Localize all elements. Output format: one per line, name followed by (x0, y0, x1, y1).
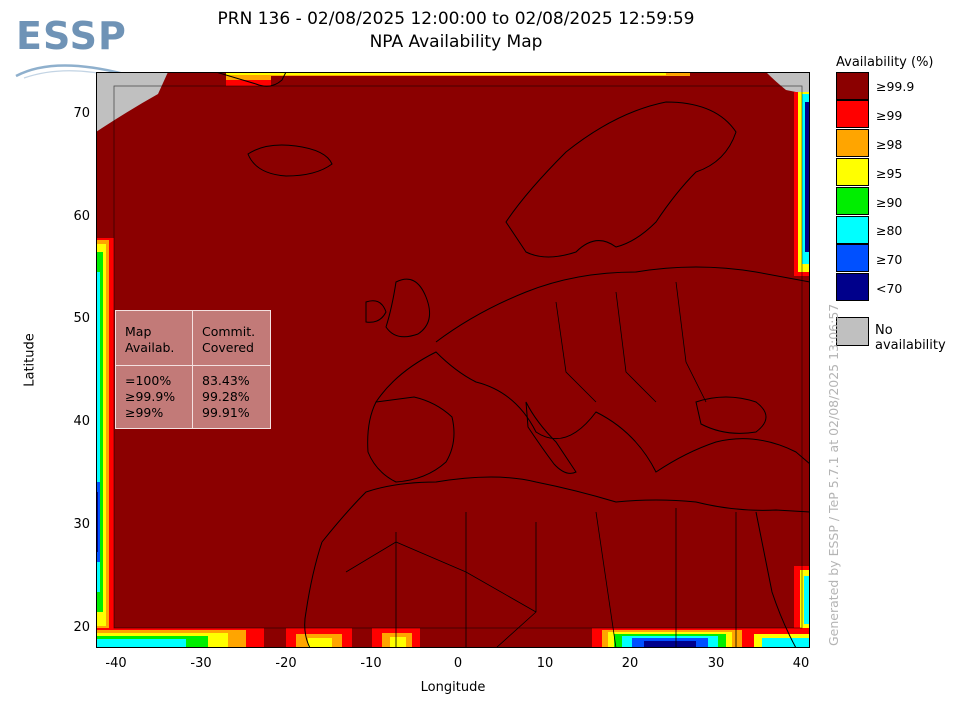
essp-logo: ESSP (14, 14, 134, 80)
patch-south-3g (644, 641, 696, 648)
band-sw-cyan (96, 639, 186, 648)
band-north-yellow (226, 72, 666, 75)
x-tick-minus-20: -20 (275, 656, 297, 671)
x-tick-minus-30: -30 (190, 656, 212, 671)
legend-label-99-9: ≥99.9 (876, 79, 915, 94)
availability-stats-table: Map Availab. Commit. Covered =100% ≥99.9… (115, 310, 271, 429)
map-title: PRN 136 - 02/08/2025 12:00:00 to 02/08/2… (217, 9, 695, 29)
band-east-bottom-cyan (804, 576, 810, 624)
essp-logo-text: ESSP (16, 14, 127, 58)
band-east-top-navy (805, 102, 810, 252)
x-axis-label: Longitude (420, 680, 486, 695)
commitment-area-outline (113, 85, 803, 629)
x-tick-minus-40: -40 (105, 656, 127, 671)
y-tick-60: 60 (73, 209, 90, 224)
legend-swatch-80 (836, 216, 869, 244)
stats-header-commit-covered: Commit. Covered (202, 324, 256, 355)
legend-label-98: ≥98 (876, 137, 903, 152)
legend-title: Availability (%) (836, 55, 934, 70)
legend-swatch-no-availability (836, 317, 869, 346)
legend-swatch-99-9 (836, 72, 869, 100)
plot-frame (96, 72, 810, 648)
legend-label-70: ≥70 (876, 252, 903, 267)
legend-label-99: ≥99 (876, 108, 903, 123)
y-tick-50: 50 (73, 311, 90, 326)
y-tick-20: 20 (73, 620, 90, 635)
band-west-cyan (96, 272, 100, 592)
x-tick-minus-10: -10 (360, 656, 382, 671)
legend-label-90: ≥90 (876, 195, 903, 210)
legend-label-below-70: <70 (876, 281, 903, 296)
y-axis-label: Latitude (22, 333, 38, 387)
band-north-dark (271, 76, 751, 90)
x-tick-40: 40 (792, 656, 810, 671)
generated-by-footer: Generated by ESSP / TeP 5.7.1 at 02/08/2… (826, 303, 841, 646)
no-availability-ne (766, 72, 810, 92)
patch-south-2c (390, 637, 406, 648)
y-tick-70: 70 (73, 106, 90, 121)
map-subtitle: NPA Availability Map (369, 32, 543, 52)
coastlines (215, 72, 810, 648)
legend-swatch-95 (836, 158, 869, 186)
legend-label-no-availability: No availability (875, 323, 946, 353)
x-tick-30: 30 (707, 656, 725, 671)
x-tick-10: 10 (536, 656, 554, 671)
y-tick-30: 30 (73, 517, 90, 532)
x-tick-20: 20 (621, 656, 639, 671)
legend-label-80: ≥80 (876, 223, 903, 238)
stats-header-map-availab: Map Availab. (125, 324, 175, 355)
legend-swatch-below-70 (836, 273, 869, 301)
legend-swatch-99 (836, 100, 869, 128)
y-tick-40: 40 (73, 414, 90, 429)
x-tick-0: 0 (453, 656, 463, 671)
stats-coverage-values: 83.43% 99.28% 99.91% (202, 373, 250, 420)
legend-swatch-70 (836, 244, 869, 272)
legend-label-95: ≥95 (876, 166, 903, 181)
patch-south-1c (308, 638, 332, 648)
patch-south-4c (762, 638, 810, 648)
legend-swatch-98 (836, 129, 869, 157)
legend-swatch-90 (836, 187, 869, 215)
stats-thresholds: =100% ≥99.9% ≥99% (125, 373, 176, 420)
